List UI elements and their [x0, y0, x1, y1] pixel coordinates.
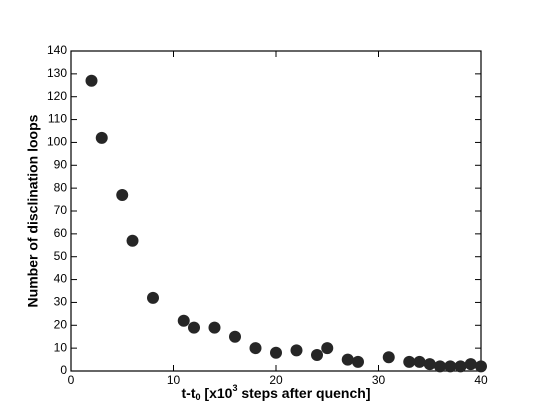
point [188, 321, 200, 334]
x-tick-label: 30 [372, 373, 386, 387]
point [147, 291, 159, 304]
point [95, 131, 108, 144]
point [208, 321, 221, 334]
y-axis-label: Number of disclination loops [25, 114, 41, 307]
point [352, 355, 364, 368]
point [444, 360, 457, 373]
x-tick-label: 40 [474, 373, 488, 387]
x-tick-label: 10 [167, 373, 181, 387]
point [116, 189, 129, 201]
point [341, 353, 354, 366]
y-tick-label: 40 [54, 272, 68, 286]
point [454, 360, 467, 373]
y-tick-label: 140 [47, 43, 67, 57]
point [270, 346, 282, 359]
x-label-part: t-t [182, 385, 196, 401]
y-tick-label: 130 [47, 66, 67, 80]
point [434, 360, 446, 373]
y-tick-label: 10 [54, 340, 68, 354]
point [229, 330, 241, 343]
point [290, 344, 303, 357]
x-label-part: steps after quench] [237, 385, 370, 401]
y-tick-label: 70 [54, 203, 68, 217]
y-tick-label: 90 [54, 157, 68, 171]
plot-frame [70, 50, 482, 372]
point [413, 355, 426, 368]
y-tick-label: 110 [48, 112, 67, 126]
point [464, 358, 477, 371]
point [177, 314, 190, 327]
x-label-part: 0 [196, 392, 201, 402]
x-tick-label: 0 [68, 373, 75, 387]
point [85, 74, 98, 87]
x-label-part: [x10 [201, 385, 233, 401]
point [126, 234, 139, 247]
point [403, 355, 416, 368]
y-tick-label: 120 [47, 89, 67, 103]
point [311, 349, 323, 361]
x-axis-label: t-t0 [x103 steps after quench] [182, 383, 371, 402]
point [249, 342, 262, 355]
y-tick-label: 30 [54, 295, 68, 309]
y-tick-label: 50 [54, 249, 68, 263]
x-label-part: 3 [232, 383, 237, 393]
point [423, 358, 436, 371]
point [475, 360, 487, 373]
point [382, 351, 395, 364]
y-tick-label: 80 [54, 180, 68, 194]
y-tick-label: 60 [54, 226, 68, 240]
y-tick-label: 20 [54, 317, 68, 331]
x-tick-label: 20 [269, 373, 283, 387]
y-tick-label: 0 [60, 363, 67, 377]
y-tick-label: 100 [47, 135, 67, 149]
point [321, 342, 334, 355]
